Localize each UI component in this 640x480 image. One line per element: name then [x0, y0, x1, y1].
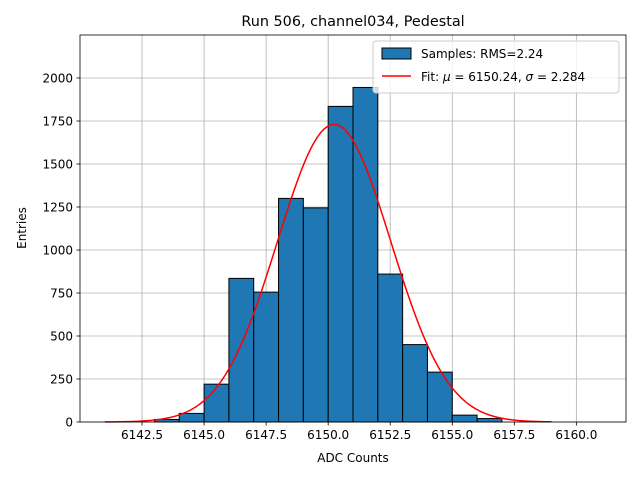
x-tick-label: 6147.5 — [245, 428, 287, 442]
x-axis-title: ADC Counts — [317, 451, 389, 465]
legend-fit-label: Fit: μ = 6150.24, σ = 2.284 — [421, 70, 585, 84]
y-tick-label: 1750 — [42, 115, 73, 129]
histogram-bar — [203, 383, 230, 423]
histogram-bars — [153, 86, 503, 423]
histogram-bar — [253, 291, 280, 423]
x-tick-label: 6152.5 — [369, 428, 411, 442]
histogram-bar — [426, 371, 453, 423]
y-axis-title: Entries — [15, 207, 29, 249]
chart-title: Run 506, channel034, Pedestal — [241, 14, 464, 30]
histogram-bar — [402, 344, 428, 423]
histogram-bar — [327, 105, 354, 423]
plot-frame — [79, 34, 627, 423]
y-tick-label: 1250 — [42, 201, 73, 215]
y-tick-label: 250 — [50, 373, 73, 387]
y-tick-label: 1500 — [42, 158, 73, 172]
y-tick-label: 500 — [50, 330, 73, 344]
histogram-bar — [352, 86, 379, 423]
legend-frame — [372, 40, 620, 94]
legend-histogram-swatch — [381, 47, 412, 60]
y-tick-label: 0 — [65, 416, 73, 430]
x-tick-label: 6142.5 — [121, 428, 163, 442]
histogram-bar — [178, 412, 205, 423]
histogram-bar — [451, 414, 478, 423]
x-tick-label: 6157.5 — [493, 428, 535, 442]
fit-curve — [104, 123, 552, 423]
legend: Samples: RMS=2.24 Fit: μ = 6150.24, σ = … — [372, 40, 620, 94]
x-tick-label: 6145.0 — [183, 428, 225, 442]
y-tick-label: 2000 — [42, 72, 73, 86]
y-tick-label: 750 — [50, 287, 73, 301]
histogram-bar — [302, 207, 329, 423]
y-tick-label: 1000 — [42, 244, 73, 258]
x-tick-label: 6150.0 — [307, 428, 349, 442]
legend-histogram-label: Samples: RMS=2.24 — [421, 47, 543, 61]
histogram-bar — [278, 197, 304, 423]
histogram-bar — [377, 273, 404, 423]
y-axis-ticks: 0 250 500 750 1000 1250 1500 1750 2000 — [42, 72, 80, 430]
histogram-bar — [476, 418, 503, 423]
x-tick-label: 6155.0 — [431, 428, 473, 442]
histogram-bar — [228, 277, 255, 423]
x-axis-ticks: 6142.5 6145.0 6147.5 6150.0 6152.5 6155.0 6157… — [121, 422, 597, 442]
x-tick-label: 6160.0 — [555, 428, 597, 442]
